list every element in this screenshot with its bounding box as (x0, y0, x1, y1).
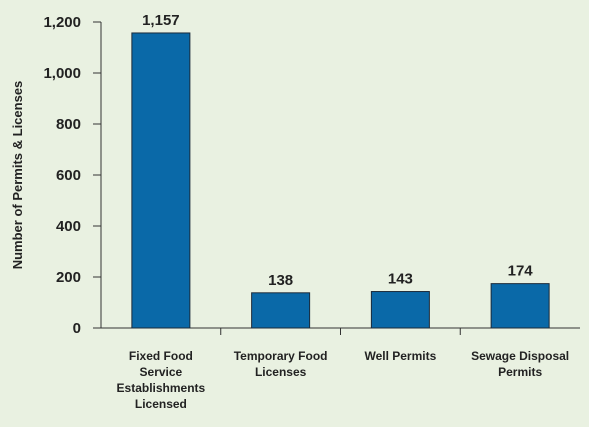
bar (251, 292, 311, 329)
value-label: 174 (508, 263, 534, 280)
x-tick-label: Temporary Food (234, 349, 328, 363)
y-tick-label: 200 (56, 269, 81, 286)
x-tick-label: Sewage Disposal (471, 349, 569, 363)
y-tick-label: 1,200 (43, 14, 81, 31)
x-tick-label: Establishments (117, 381, 206, 395)
value-label: 138 (268, 272, 293, 289)
x-tick-label: Service (140, 365, 183, 379)
x-tick-label: Permits (498, 365, 542, 379)
value-label: 1,157 (142, 12, 180, 29)
y-tick-label: 1,000 (43, 65, 81, 82)
bar (370, 291, 430, 329)
y-tick-label: 400 (56, 218, 81, 235)
y-tick-label: 800 (56, 116, 81, 133)
x-tick-label: Licenses (255, 365, 307, 379)
y-axis-title: Number of Permits & Licenses (10, 81, 25, 270)
y-tick-label: 0 (73, 320, 81, 337)
bar (490, 283, 550, 329)
y-tick-label: 600 (56, 167, 81, 184)
x-tick-label: Well Permits (364, 349, 436, 363)
bar (131, 32, 191, 329)
value-label: 143 (388, 271, 413, 288)
x-tick-label: Licensed (135, 397, 187, 411)
x-tick-label: Fixed Food (129, 349, 193, 363)
